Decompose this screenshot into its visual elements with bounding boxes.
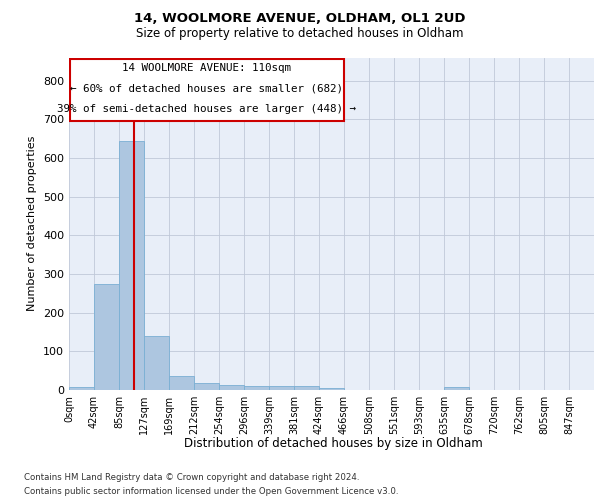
Bar	[144, 336, 169, 390]
Text: Distribution of detached houses by size in Oldham: Distribution of detached houses by size …	[184, 438, 482, 450]
FancyBboxPatch shape	[70, 60, 344, 122]
Bar	[219, 386, 244, 390]
Bar	[169, 376, 194, 390]
Bar	[94, 284, 119, 390]
Text: Contains public sector information licensed under the Open Government Licence v3: Contains public sector information licen…	[24, 488, 398, 496]
Bar	[269, 386, 294, 390]
Bar	[194, 383, 219, 390]
Text: 39% of semi-detached houses are larger (448) →: 39% of semi-detached houses are larger (…	[58, 104, 356, 114]
Bar	[444, 388, 469, 390]
Text: 14, WOOLMORE AVENUE, OLDHAM, OL1 2UD: 14, WOOLMORE AVENUE, OLDHAM, OL1 2UD	[134, 12, 466, 26]
Bar	[69, 387, 94, 390]
Text: 14 WOOLMORE AVENUE: 110sqm: 14 WOOLMORE AVENUE: 110sqm	[122, 64, 292, 74]
Text: Size of property relative to detached houses in Oldham: Size of property relative to detached ho…	[136, 28, 464, 40]
Y-axis label: Number of detached properties: Number of detached properties	[28, 136, 37, 312]
Bar	[319, 388, 344, 390]
Bar	[119, 140, 144, 390]
Bar	[294, 386, 319, 390]
Text: ← 60% of detached houses are smaller (682): ← 60% of detached houses are smaller (68…	[70, 84, 343, 94]
Bar	[244, 386, 269, 390]
Text: Contains HM Land Registry data © Crown copyright and database right 2024.: Contains HM Land Registry data © Crown c…	[24, 472, 359, 482]
